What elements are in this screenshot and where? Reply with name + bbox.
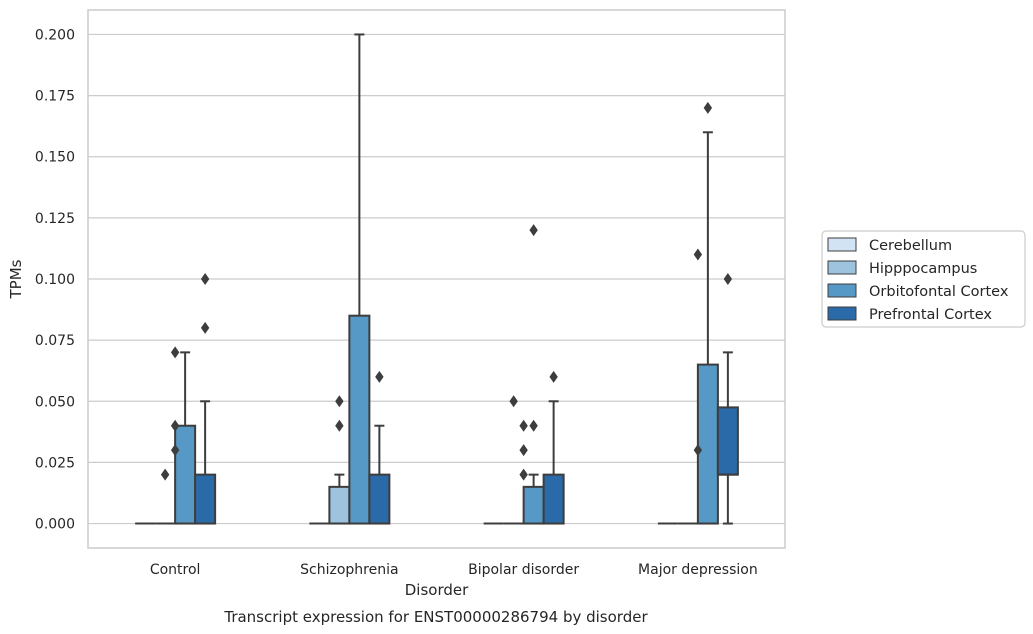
outlier-point [170,419,180,432]
box-0-3 [194,273,217,525]
outlier-point [693,248,703,261]
box-3-3 [716,273,739,525]
box-body [522,485,545,525]
box-body [174,424,197,525]
box-body [348,314,371,525]
outlier-point [335,419,344,432]
box-body [696,363,719,525]
legend-label: Hipppocampus [869,261,977,277]
outlier-point [375,370,384,383]
box-1-2 [348,33,371,525]
outlier-point [335,395,344,408]
box-body [328,485,351,525]
extra-fliers [519,419,528,481]
extra-fliers [693,248,703,457]
outlier-point [170,444,180,457]
outlier-point [200,321,210,334]
outlier-point [703,101,713,114]
legend-swatch [827,283,857,298]
outlier-point [200,273,210,285]
box-body [368,473,391,525]
y-axis-label: TPMs [7,259,25,299]
outlier-point [529,419,538,432]
box-2-3 [542,370,565,525]
legend-label: Orbitofontal Cortex [869,284,1009,300]
chart-caption: Transcript expression for ENST0000028679… [223,608,648,626]
y-tick-label: 0.025 [35,455,75,471]
outlier-point [170,346,180,359]
box-body [194,473,217,525]
y-tick-label: 0.000 [35,517,75,533]
y-tick-label: 0.175 [35,89,75,105]
legend-label: Prefrontal Cortex [869,307,992,323]
box-1-1 [328,395,351,525]
outlier-point [509,395,518,408]
extra-fliers [170,346,180,457]
x-tick-label: Control [150,562,201,578]
outlier-point [519,419,528,432]
legend-swatch [827,260,857,275]
legend-label: Cerebellum [869,238,952,254]
x-tick-label: Bipolar disorder [468,562,579,578]
y-tick-label: 0.125 [35,211,75,227]
boxes-layer [135,33,739,525]
y-tick-label: 0.050 [35,394,75,410]
box-body [716,406,739,476]
legend-frame [821,230,1026,328]
y-tick-label: 0.200 [35,27,75,43]
box-body [542,473,565,525]
y-tick-label: 0.100 [35,272,75,288]
y-tick-label: 0.075 [35,333,75,349]
x-axis-label: Disorder [405,581,469,599]
box-0-1 [155,468,176,525]
outlier-point [529,224,538,237]
legend: Cerebellum Hipppocampus Orbitofontal Corte… [821,230,1026,328]
plot-frame [87,9,786,549]
y-tick-label: 0.150 [35,150,75,166]
box-2-2 [522,224,545,525]
outlier-point [519,444,528,457]
outlier-point [723,273,733,285]
outlier-point [693,444,703,457]
ticks-layer: 0.000 0.025 0.050 0.075 0.100 0.125 0.150 0.175… [35,27,758,578]
legend-swatch [827,306,857,321]
x-tick-label: Major depression [638,562,758,578]
box-2-1 [503,395,524,525]
outlier-point [549,370,558,383]
outlier-point [160,468,170,481]
outlier-point [519,468,528,481]
box-3-2 [696,101,719,525]
legend-swatch [827,237,857,252]
box-0-2 [174,351,197,525]
box-1-3 [368,370,391,525]
x-tick-label: Schizophrenia [300,562,398,578]
